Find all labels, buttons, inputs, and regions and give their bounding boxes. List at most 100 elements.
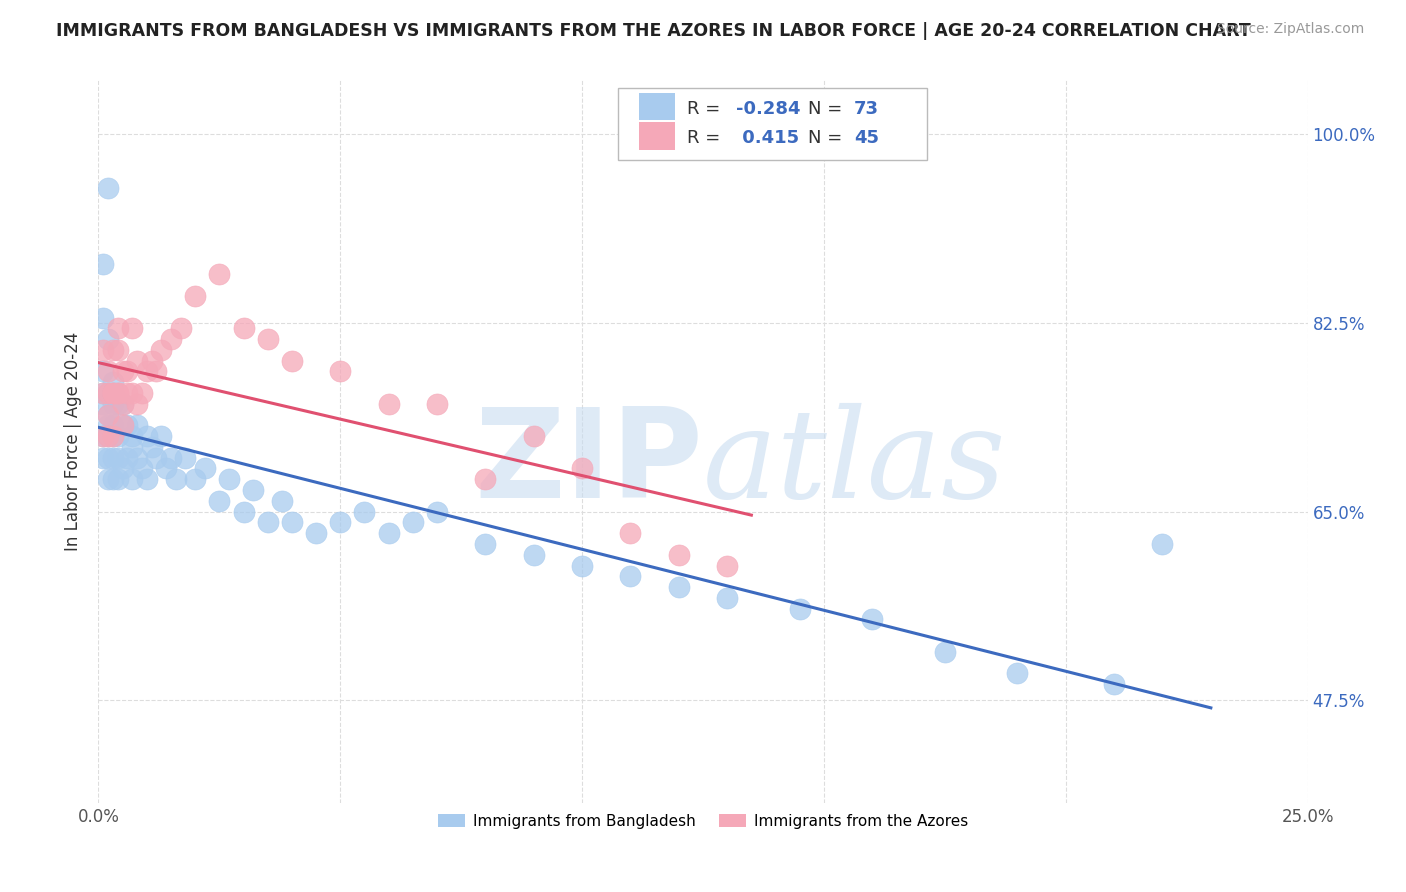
- Point: [101, 386, 124, 401]
- Point: [91, 429, 114, 443]
- Point: [377, 397, 399, 411]
- Point: [242, 483, 264, 497]
- Point: [101, 429, 124, 443]
- Point: [97, 450, 120, 465]
- Point: [107, 386, 129, 401]
- Point: [208, 493, 231, 508]
- Point: [107, 386, 129, 401]
- Point: [97, 364, 120, 378]
- Point: [353, 505, 375, 519]
- Text: atlas: atlas: [703, 402, 1007, 524]
- Point: [91, 450, 114, 465]
- FancyBboxPatch shape: [638, 122, 675, 150]
- Point: [184, 289, 207, 303]
- Point: [934, 645, 956, 659]
- Point: [160, 332, 183, 346]
- Point: [668, 548, 690, 562]
- Point: [111, 397, 134, 411]
- Point: [329, 364, 352, 378]
- Point: [101, 343, 124, 357]
- Legend: Immigrants from Bangladesh, Immigrants from the Azores: Immigrants from Bangladesh, Immigrants f…: [432, 807, 974, 835]
- Point: [194, 461, 217, 475]
- Point: [668, 580, 690, 594]
- Point: [571, 558, 593, 573]
- Point: [121, 321, 143, 335]
- Point: [107, 321, 129, 335]
- Point: [305, 526, 328, 541]
- Point: [232, 505, 254, 519]
- Point: [101, 418, 124, 433]
- Point: [141, 440, 163, 454]
- Point: [107, 472, 129, 486]
- Text: 73: 73: [855, 100, 879, 118]
- Point: [256, 332, 278, 346]
- Text: ZIP: ZIP: [474, 402, 703, 524]
- Point: [91, 364, 114, 378]
- Point: [426, 397, 449, 411]
- Point: [111, 397, 134, 411]
- Point: [91, 386, 114, 401]
- Y-axis label: In Labor Force | Age 20-24: In Labor Force | Age 20-24: [65, 332, 83, 551]
- Point: [107, 343, 129, 357]
- Point: [131, 461, 153, 475]
- Point: [165, 472, 187, 486]
- Text: 45: 45: [855, 129, 879, 147]
- Point: [91, 429, 114, 443]
- Point: [523, 548, 546, 562]
- Point: [91, 397, 114, 411]
- Point: [127, 450, 149, 465]
- FancyBboxPatch shape: [638, 93, 675, 120]
- Point: [111, 418, 134, 433]
- Point: [97, 472, 120, 486]
- Text: -0.284: -0.284: [735, 100, 800, 118]
- Point: [101, 376, 124, 390]
- Point: [101, 450, 124, 465]
- Point: [91, 310, 114, 325]
- Text: R =: R =: [688, 100, 727, 118]
- Point: [97, 386, 120, 401]
- Point: [377, 526, 399, 541]
- Point: [329, 516, 352, 530]
- Point: [111, 418, 134, 433]
- Point: [101, 429, 124, 443]
- Point: [101, 386, 124, 401]
- Point: [150, 343, 173, 357]
- Point: [117, 450, 139, 465]
- Point: [789, 601, 811, 615]
- Point: [281, 516, 304, 530]
- Point: [619, 526, 641, 541]
- Point: [155, 461, 177, 475]
- Point: [101, 386, 124, 401]
- Point: [121, 472, 143, 486]
- Point: [97, 408, 120, 422]
- Point: [716, 558, 738, 573]
- Point: [232, 321, 254, 335]
- Point: [101, 397, 124, 411]
- FancyBboxPatch shape: [619, 87, 927, 160]
- Point: [97, 429, 120, 443]
- Point: [271, 493, 294, 508]
- Point: [131, 386, 153, 401]
- Point: [97, 429, 120, 443]
- Point: [426, 505, 449, 519]
- Point: [101, 472, 124, 486]
- Point: [1102, 677, 1125, 691]
- Point: [218, 472, 240, 486]
- Point: [160, 450, 183, 465]
- Point: [97, 408, 120, 422]
- Point: [107, 397, 129, 411]
- Text: IMMIGRANTS FROM BANGLADESH VS IMMIGRANTS FROM THE AZORES IN LABOR FORCE | AGE 20: IMMIGRANTS FROM BANGLADESH VS IMMIGRANTS…: [56, 22, 1251, 40]
- Point: [91, 386, 114, 401]
- Text: R =: R =: [688, 129, 727, 147]
- Point: [619, 569, 641, 583]
- Text: Source: ZipAtlas.com: Source: ZipAtlas.com: [1216, 22, 1364, 37]
- Point: [1007, 666, 1029, 681]
- Point: [150, 429, 173, 443]
- Point: [145, 364, 167, 378]
- Point: [121, 440, 143, 454]
- Point: [135, 429, 157, 443]
- Point: [145, 450, 167, 465]
- Point: [256, 516, 278, 530]
- Point: [97, 332, 120, 346]
- Point: [117, 386, 139, 401]
